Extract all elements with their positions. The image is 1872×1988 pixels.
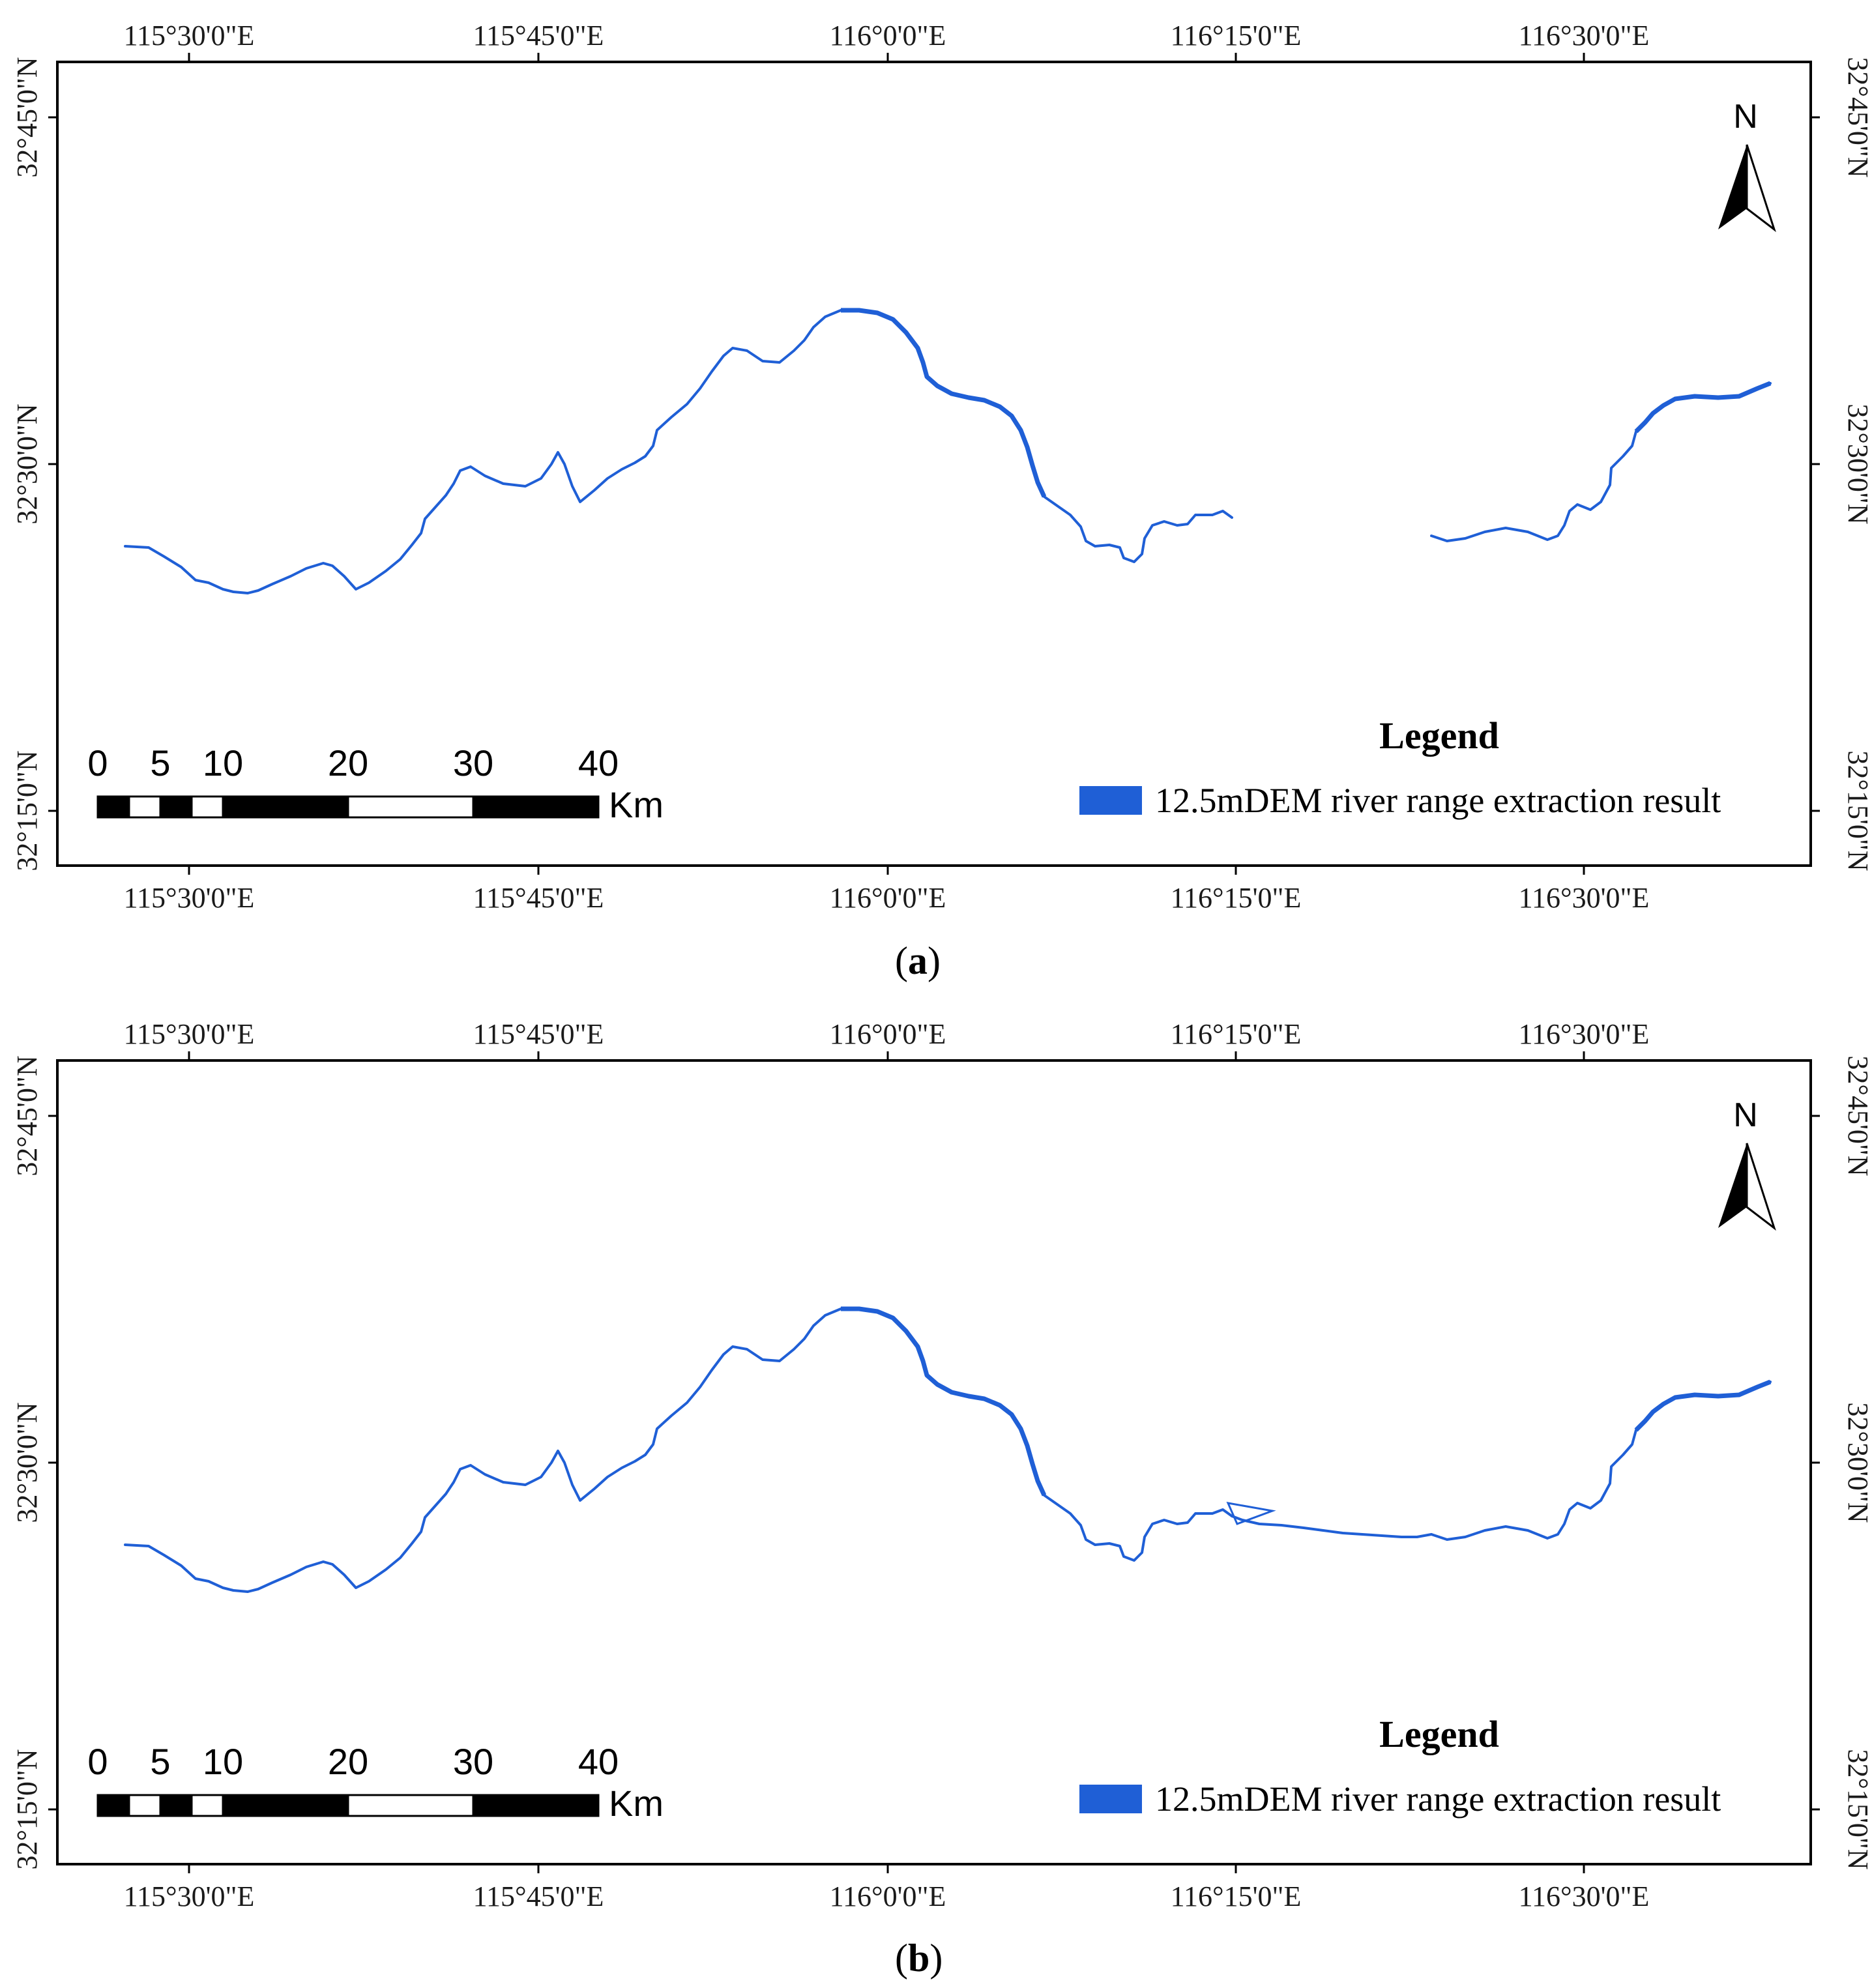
river-main-stretch xyxy=(124,1308,1233,1593)
river-confluence-artifact xyxy=(1226,1502,1276,1525)
river-wide-east-section xyxy=(1634,381,1772,433)
scale-bar-label: 0 xyxy=(87,742,108,783)
scale-bar-segment xyxy=(96,795,130,819)
north-arrow-icon: N xyxy=(1718,1096,1776,1231)
scale-bar-segment xyxy=(347,795,475,819)
scale-bar-segment xyxy=(190,1794,224,1817)
north-arrow-left-half xyxy=(1718,145,1747,229)
lon-label-top: 115°30'0"E xyxy=(124,20,255,51)
legend-label: 12.5mDEM river range extraction result xyxy=(1155,1779,1721,1819)
map-frame xyxy=(56,61,1812,867)
scale-bar-label: 30 xyxy=(453,742,493,783)
lon-label-top: 116°0'0"E xyxy=(830,1018,946,1050)
river-wide-east-section xyxy=(1634,1379,1772,1432)
scale-bar-label: 40 xyxy=(578,742,619,783)
lon-label-bottom: 116°0'0"E xyxy=(830,882,946,914)
lon-label-top: 115°30'0"E xyxy=(124,1018,255,1050)
scale-bar-label: 10 xyxy=(203,742,243,783)
river-connecting-stretch xyxy=(1231,1515,1433,1538)
river-east-stretch xyxy=(1430,382,1772,542)
scale-bar-label: 0 xyxy=(87,1741,108,1782)
lon-label-bottom: 116°30'0"E xyxy=(1519,1880,1650,1912)
lat-label-left: 32°15'0"N xyxy=(11,1749,43,1869)
scale-bar-label: 5 xyxy=(150,742,170,783)
legend-title: Legend xyxy=(1379,714,1499,757)
north-arrow-label: N xyxy=(1733,98,1758,136)
lon-label-bottom: 115°30'0"E xyxy=(124,882,255,914)
scale-bar-segment xyxy=(222,795,349,819)
lon-label-top: 115°45'0"E xyxy=(473,1018,604,1050)
scale-bar-segment xyxy=(190,795,224,819)
lon-label-top: 116°0'0"E xyxy=(830,20,946,51)
lat-label-right: 32°45'0"N xyxy=(1842,57,1872,177)
map-panel-a: 115°30'0"E 115°30'0"E 115°45'0"E 115°45'0"E… xyxy=(11,20,1872,914)
scale-bar-segment xyxy=(128,795,162,819)
lon-label-bottom: 115°30'0"E xyxy=(124,1880,255,1912)
scale-bar-label: 30 xyxy=(453,1741,493,1782)
river-wide-section xyxy=(841,1306,1047,1497)
legend-swatch xyxy=(1079,786,1142,815)
lon-label-top: 115°45'0"E xyxy=(473,20,604,51)
lat-label-right: 32°30'0"N xyxy=(1842,1402,1872,1523)
north-arrow-right-half xyxy=(1746,1143,1776,1231)
river-wide-section xyxy=(841,308,1047,498)
lat-label-left: 32°30'0"N xyxy=(11,403,43,524)
north-arrow-right-half xyxy=(1746,144,1776,233)
lon-label-bottom: 115°45'0"E xyxy=(473,882,604,914)
panel-a-caption: (a) xyxy=(895,939,941,982)
scale-bar-segment xyxy=(472,1794,600,1817)
lat-label-left: 32°45'0"N xyxy=(11,1055,43,1176)
legend-label: 12.5mDEM river range extraction result xyxy=(1155,781,1721,820)
scale-bar-segment xyxy=(128,1794,162,1817)
lon-label-bottom: 116°15'0"E xyxy=(1171,1880,1302,1912)
legend: Legend 12.5mDEM river range extraction re… xyxy=(1079,1713,1721,1819)
north-arrow-left-half xyxy=(1718,1143,1747,1228)
lat-label-right: 32°30'0"N xyxy=(1842,403,1872,524)
lon-label-bottom: 116°15'0"E xyxy=(1171,882,1302,914)
lat-label-right: 32°15'0"N xyxy=(1842,750,1872,871)
scale-bar-unit: Km xyxy=(609,784,664,825)
panel-b-caption: (b) xyxy=(895,1937,943,1980)
lat-label-right: 32°45'0"N xyxy=(1842,1055,1872,1176)
map-frame xyxy=(56,1059,1812,1865)
legend: Legend 12.5mDEM river range extraction re… xyxy=(1079,714,1721,820)
lon-label-top: 116°15'0"E xyxy=(1171,20,1302,51)
lon-label-top: 116°15'0"E xyxy=(1171,1018,1302,1050)
north-arrow-icon: N xyxy=(1718,98,1776,233)
scale-bar-label: 20 xyxy=(328,1741,368,1782)
scale-bar-segment xyxy=(222,1794,349,1817)
scale-bar-label: 5 xyxy=(150,1741,170,1782)
legend-title: Legend xyxy=(1379,1713,1499,1755)
scale-bar-segment xyxy=(159,1794,193,1817)
lon-label-bottom: 116°30'0"E xyxy=(1519,882,1650,914)
lat-label-left: 32°45'0"N xyxy=(11,57,43,177)
scale-bar-segment xyxy=(472,795,600,819)
legend-swatch xyxy=(1079,1785,1142,1813)
scale-bar-segment xyxy=(159,795,193,819)
lat-label-left: 32°15'0"N xyxy=(11,750,43,871)
scale-bar-label: 10 xyxy=(203,1741,243,1782)
map-panel-b: 115°30'0"E 115°30'0"E 115°45'0"E 115°45'0"E… xyxy=(11,1018,1872,1912)
lon-label-top: 116°30'0"E xyxy=(1519,20,1650,51)
lon-label-bottom: 115°45'0"E xyxy=(473,1880,604,1912)
river-east-stretch xyxy=(1430,1381,1772,1541)
scale-bar-unit: Km xyxy=(609,1783,664,1824)
river-main-stretch xyxy=(124,309,1233,594)
scale-bar-label: 40 xyxy=(578,1741,619,1782)
scale-bar-label: 20 xyxy=(328,742,368,783)
scale-bar-segment xyxy=(347,1794,475,1817)
lon-label-top: 116°30'0"E xyxy=(1519,1018,1650,1050)
lon-label-bottom: 116°0'0"E xyxy=(830,1880,946,1912)
north-arrow-label: N xyxy=(1733,1096,1758,1134)
scale-bar-segment xyxy=(96,1794,130,1817)
lat-label-right: 32°15'0"N xyxy=(1842,1749,1872,1869)
lat-label-left: 32°30'0"N xyxy=(11,1402,43,1523)
